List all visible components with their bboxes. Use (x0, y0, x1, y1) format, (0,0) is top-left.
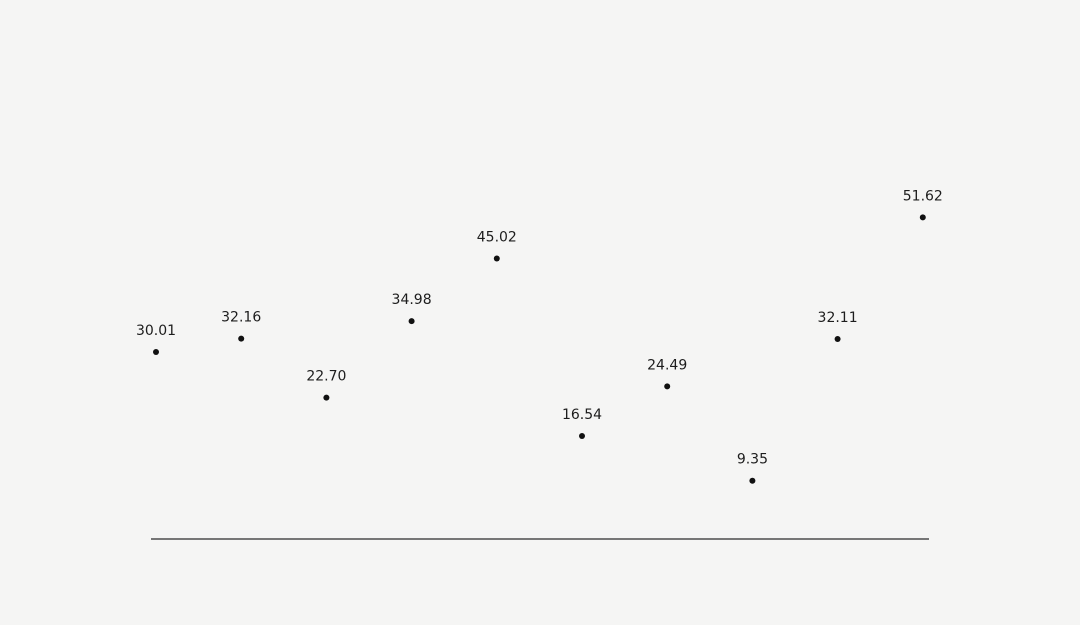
data-label: 45.02 (477, 230, 517, 246)
data-label: 32.11 (818, 310, 858, 326)
data-label: 24.49 (647, 357, 687, 373)
data-point (323, 394, 330, 401)
data-point (749, 477, 756, 484)
data-label: 9.35 (737, 452, 768, 468)
data-label: 16.54 (562, 407, 602, 423)
data-label: 30.01 (136, 323, 176, 339)
data-label: 51.62 (903, 188, 943, 204)
data-labels: 30.01 32.16 22.70 34.98 45.02 16.54 24.49 9.35 3… (136, 188, 943, 467)
data-point (238, 335, 245, 342)
data-label: 32.16 (221, 310, 261, 326)
data-point (834, 335, 841, 342)
data-point (664, 383, 671, 390)
data-point (153, 349, 159, 356)
data-point (919, 214, 926, 221)
data-points (153, 214, 926, 484)
data-point (579, 432, 585, 439)
data-label: 34.98 (392, 292, 432, 308)
data-point (408, 318, 415, 325)
data-label: 22.70 (306, 369, 346, 385)
data-point (493, 255, 500, 262)
